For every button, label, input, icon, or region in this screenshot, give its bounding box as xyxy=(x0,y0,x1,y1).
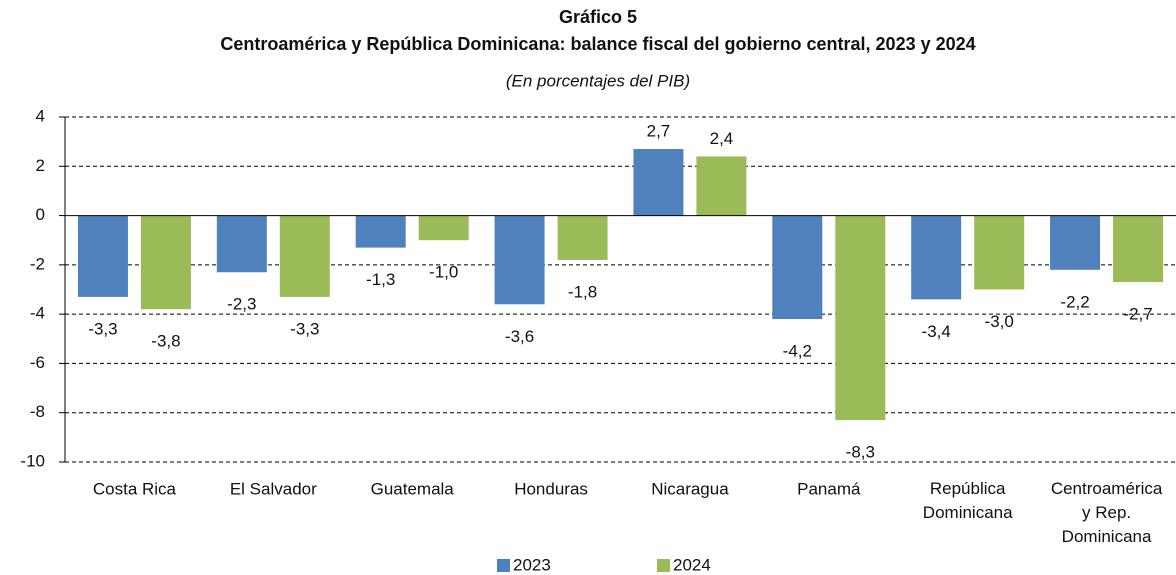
bar xyxy=(355,215,406,248)
bar xyxy=(494,215,545,305)
x-tick-label: Panamá xyxy=(797,479,861,498)
bar xyxy=(1050,215,1101,270)
legend-label: 2023 xyxy=(513,555,551,574)
bar xyxy=(772,215,823,320)
legend-swatch xyxy=(657,559,670,572)
legend-label: 2024 xyxy=(673,555,711,574)
legend-swatch xyxy=(497,559,510,572)
x-tick-label: Guatemala xyxy=(371,479,455,498)
value-label: -2,3 xyxy=(227,295,256,314)
value-label: -3,4 xyxy=(922,322,951,341)
y-tick-label: 2 xyxy=(36,156,45,175)
bar xyxy=(140,215,191,310)
y-tick-label: -2 xyxy=(30,254,45,273)
bar xyxy=(974,215,1025,290)
value-label: -2,7 xyxy=(1123,305,1152,324)
x-tick-label: Centroamérica y Rep. Dominicana xyxy=(1051,479,1163,546)
value-label: -1,8 xyxy=(568,282,597,301)
bar xyxy=(557,215,608,260)
bar xyxy=(1113,215,1164,283)
value-label: -4,2 xyxy=(783,342,812,361)
y-tick-label: -10 xyxy=(20,451,45,470)
x-tick-label: Honduras xyxy=(514,479,588,498)
value-label: -3,3 xyxy=(88,319,117,338)
y-tick-label: -6 xyxy=(30,353,45,372)
x-tick-label: Costa Rica xyxy=(93,479,177,498)
y-tick-label: 4 xyxy=(36,106,45,125)
bar xyxy=(911,215,962,300)
bar xyxy=(77,215,128,297)
bar xyxy=(216,215,267,273)
value-label: -8,3 xyxy=(846,443,875,462)
y-tick-label: -4 xyxy=(30,304,45,323)
x-tick-label: Nicaragua xyxy=(651,479,729,498)
x-tick-label: El Salvador xyxy=(230,479,317,498)
y-tick-label: -8 xyxy=(30,402,45,421)
value-label: -1,0 xyxy=(429,263,458,282)
chart-title: Gráfico 5 xyxy=(559,7,637,27)
bar xyxy=(835,215,886,421)
value-label: -3,3 xyxy=(290,319,319,338)
value-label: -3,0 xyxy=(985,312,1014,331)
bar xyxy=(633,149,684,216)
bar xyxy=(696,156,747,216)
value-label: -3,6 xyxy=(505,327,534,346)
value-label: -1,3 xyxy=(366,270,395,289)
y-tick-label: 0 xyxy=(36,205,45,224)
value-label: -2,2 xyxy=(1060,292,1089,311)
bar xyxy=(279,215,330,297)
x-tick-label: República Dominicana xyxy=(923,479,1013,522)
value-label: 2,4 xyxy=(710,129,734,148)
value-label: 2,7 xyxy=(647,122,671,141)
value-label: -3,8 xyxy=(151,332,180,351)
chart-note: (En porcentajes del PIB) xyxy=(506,71,690,90)
chart-subtitle: Centroamérica y República Dominicana: ba… xyxy=(220,34,975,54)
bar xyxy=(418,215,469,241)
